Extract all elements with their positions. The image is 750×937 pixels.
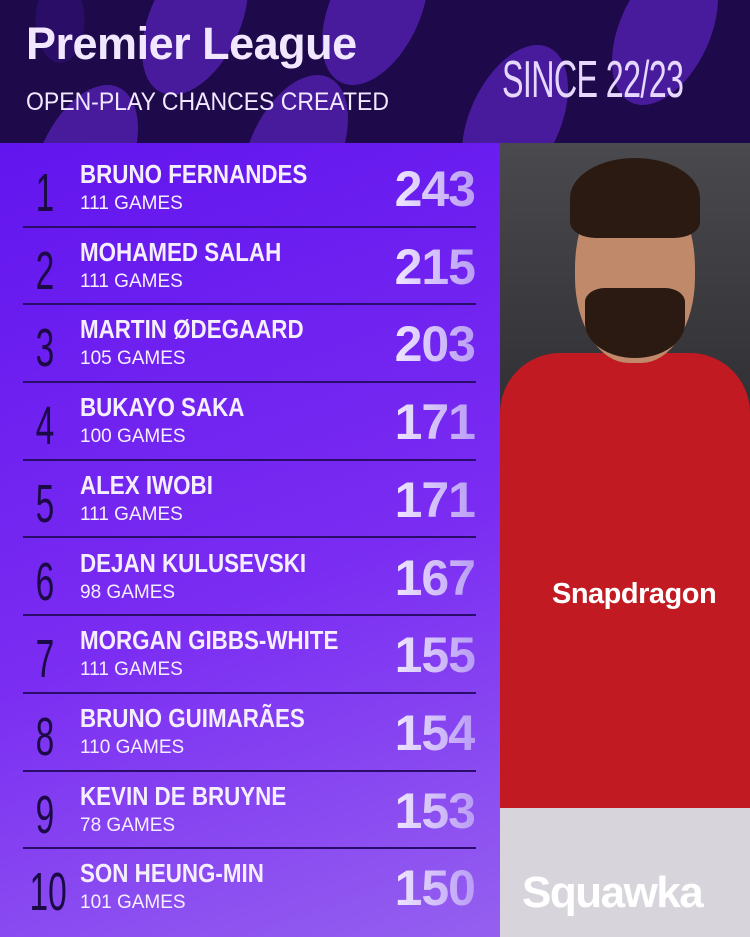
chances-value: 171 [394, 471, 476, 528]
list-item: 9 KEVIN DE BRUYNE 78 GAMES 153 [0, 772, 500, 850]
player-beard [585, 288, 685, 358]
games-count: 101 GAMES [80, 892, 186, 914]
list-item: 5 ALEX IWOBI 111 GAMES 171 [0, 461, 500, 539]
rank: 10 [29, 862, 67, 923]
period-label: SINCE 22/23 [502, 51, 684, 109]
player-name: MOHAMED SALAH [80, 236, 282, 267]
chances-value: 155 [394, 627, 476, 684]
games-count: 100 GAMES [80, 426, 186, 448]
list-item: 6 DEJAN KULUSEVSKI 98 GAMES 167 [0, 539, 500, 617]
list-item: 4 BUKAYO SAKA 100 GAMES 171 [0, 383, 500, 461]
divider [23, 381, 476, 384]
games-count: 111 GAMES [80, 193, 183, 214]
page-subtitle: OPEN-PLAY CHANCES CREATED [26, 88, 389, 116]
ranking-list: 1 BRUNO FERNANDES 111 GAMES 243 2 MOHAME… [0, 143, 500, 937]
divider [23, 303, 476, 306]
games-count: 111 GAMES [80, 270, 183, 292]
divider [23, 847, 476, 850]
list-item: 8 BRUNO GUIMARÃES 110 GAMES 154 [0, 694, 500, 772]
divider [23, 225, 476, 228]
list-item: 3 MARTIN ØDEGAARD 105 GAMES 203 [0, 305, 500, 384]
sponsor-text: Snapdragon [552, 578, 717, 610]
squawka-logo: Squawka [522, 868, 704, 917]
list-item: 1 BRUNO FERNANDES 111 GAMES 243 [0, 150, 500, 228]
shirt [500, 353, 750, 823]
divider [23, 691, 476, 694]
rank: 4 [35, 396, 55, 457]
rank: 1 [35, 163, 55, 223]
games-count: 111 GAMES [80, 503, 183, 525]
divider [23, 614, 476, 617]
games-count: 78 GAMES [80, 814, 176, 836]
rank: 5 [35, 473, 55, 534]
page-title: Premier League [26, 18, 357, 69]
player-name: BRUNO FERNANDES [80, 159, 308, 189]
player-hair [570, 158, 700, 238]
chances-value: 154 [394, 704, 476, 761]
games-count: 98 GAMES [80, 581, 176, 603]
chances-value: 167 [394, 549, 476, 606]
rank: 7 [35, 629, 55, 690]
chances-value: 203 [394, 316, 476, 373]
games-count: 105 GAMES [80, 348, 186, 370]
rank: 2 [35, 240, 55, 301]
chances-value: 243 [394, 161, 476, 217]
list-item: 10 SON HEUNG-MIN 101 GAMES 150 [0, 849, 500, 927]
player-name: DEJAN KULUSEVSKI [80, 547, 307, 578]
player-name: MARTIN ØDEGAARD [80, 314, 304, 345]
rank: 9 [35, 784, 55, 845]
header: Premier League OPEN-PLAY CHANCES CREATED… [0, 0, 750, 143]
player-name: BUKAYO SAKA [80, 392, 245, 423]
list-item: 2 MOHAMED SALAH 111 GAMES 215 [0, 228, 500, 306]
player-name: KEVIN DE BRUYNE [80, 780, 287, 811]
chances-value: 215 [394, 238, 476, 295]
rank: 8 [35, 706, 55, 767]
chances-value: 150 [394, 860, 476, 917]
divider [23, 458, 476, 461]
player-name: MORGAN GIBBS-WHITE [80, 625, 339, 656]
shorts [500, 808, 750, 937]
rank: 3 [35, 318, 55, 379]
rank: 6 [35, 551, 55, 612]
divider [23, 536, 476, 539]
chances-value: 153 [394, 782, 476, 839]
player-name: BRUNO GUIMARÃES [80, 702, 305, 733]
games-count: 111 GAMES [80, 659, 183, 681]
games-count: 110 GAMES [80, 736, 185, 758]
divider [23, 769, 476, 772]
chances-value: 171 [394, 394, 476, 451]
player-name: ALEX IWOBI [80, 469, 213, 500]
list-item: 7 MORGAN GIBBS-WHITE 111 GAMES 155 [0, 616, 500, 694]
player-name: SON HEUNG-MIN [80, 858, 264, 889]
player-photo: Snapdragon [500, 143, 750, 937]
